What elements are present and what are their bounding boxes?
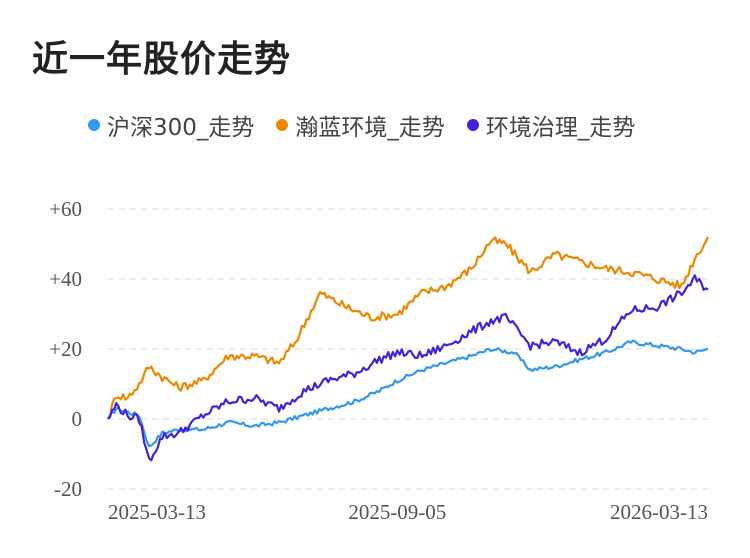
legend-item-hanlan[interactable]: 瀚蓝环境_走势 bbox=[276, 108, 445, 142]
y-tick-label: 0 bbox=[72, 407, 83, 431]
legend-marker-hanlan bbox=[276, 119, 289, 131]
series-line-1 bbox=[107, 236, 709, 420]
legend-item-env[interactable]: 环境治理_走势 bbox=[466, 108, 636, 142]
legend-label-hs300: 沪深300_走势 bbox=[107, 115, 255, 141]
x-axis-ticks: 2025-03-13 2025-09-05 2026-03-13 bbox=[108, 500, 708, 524]
legend-label-env: 环境治理_走势 bbox=[485, 115, 636, 141]
x-tick-label: 2026-03-13 bbox=[610, 500, 708, 524]
legend-item-hs300[interactable]: 沪深300_走势 bbox=[88, 108, 254, 142]
series-line-0 bbox=[107, 339, 709, 448]
series-line-2 bbox=[107, 274, 709, 462]
series-lines bbox=[107, 236, 709, 462]
legend-label-hanlan: 瀚蓝环境_走势 bbox=[295, 115, 445, 141]
x-tick-label: 2025-03-13 bbox=[108, 500, 206, 524]
x-tick-label: 2025-09-05 bbox=[348, 500, 446, 524]
legend-marker-hs300 bbox=[88, 119, 100, 131]
y-tick-label: +40 bbox=[49, 267, 82, 291]
y-tick-label: +60 bbox=[49, 197, 82, 221]
chart-legend: 沪深300_走势 瀚蓝环境_走势 环境治理_走势 bbox=[88, 108, 657, 142]
y-tick-label: +20 bbox=[49, 337, 82, 361]
legend-marker-env bbox=[466, 119, 479, 131]
y-axis-ticks: -20 0 +20 +40 +60 bbox=[49, 197, 82, 501]
y-tick-label: -20 bbox=[54, 477, 82, 501]
grid-lines bbox=[108, 208, 708, 490]
chart-title: 近一年股价走势 bbox=[32, 39, 292, 80]
